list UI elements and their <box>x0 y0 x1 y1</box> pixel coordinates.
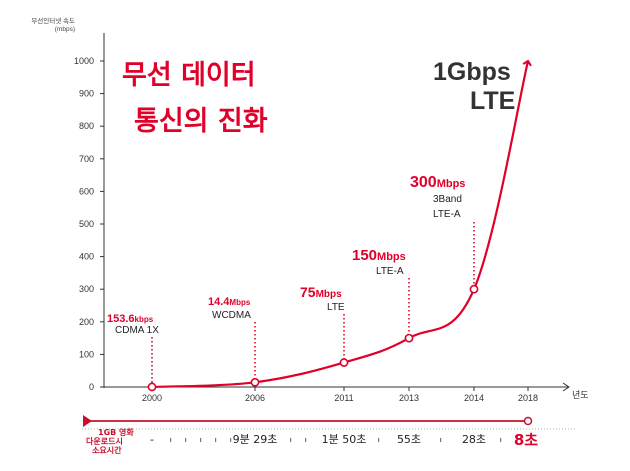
annotation-2018-line-1: 1Gbps <box>433 58 511 86</box>
timeline-separator-dot <box>440 438 442 442</box>
y-tick-label: 500 <box>79 219 94 229</box>
annotation-2000-tech: CDMA 1X <box>115 325 159 336</box>
annotation-2014-value: 300Mbps <box>410 174 465 191</box>
series-points <box>147 284 479 392</box>
annotation-2006-tech: WCDMA <box>212 310 251 321</box>
timeline-separator-dot <box>378 438 380 442</box>
y-tick-label: 0 <box>89 382 94 392</box>
x-tick-label: 2000 <box>142 393 162 403</box>
annotation-2013-value: 150Mbps <box>352 247 406 264</box>
annotation-2014-tech-line-1: 3Band <box>433 194 462 205</box>
annotation-2011-tech: LTE <box>327 302 345 313</box>
annotation-2013-tech: LTE-A <box>376 266 404 277</box>
timeline-separator-dot <box>500 438 502 442</box>
timeline-label-line-1: 1GB 영화 <box>98 427 134 437</box>
y-tick-label: 1000 <box>74 56 94 66</box>
download-time-2013: 55초 <box>397 433 421 446</box>
timeline-separator-dot <box>230 438 232 442</box>
data-point-2006 <box>250 377 260 387</box>
annotation-2014-tech-line-2: LTE-A <box>433 209 461 220</box>
data-point-2013 <box>404 333 414 343</box>
timeline-separator-dot <box>200 438 202 442</box>
timeline-end-marker <box>523 416 533 426</box>
series-line <box>151 59 532 389</box>
y-tick-label: 100 <box>79 349 94 359</box>
y-axis-label-line-1: 무선인터넷 속도 <box>31 16 75 25</box>
timeline-separator-dot <box>305 438 307 442</box>
y-tick-label: 400 <box>79 252 94 262</box>
timeline-dot-separators <box>170 438 502 442</box>
annotation-2006-value: 14.4Mbps <box>208 296 251 308</box>
x-tick-label: 2018 <box>518 393 538 403</box>
chart-title-line-2: 통신의 진화 <box>134 106 268 137</box>
y-ticks: 0 100 200 300 400 500 600 700 800 900 1000 <box>74 56 104 392</box>
x-ticks: 2000 2006 2011 2013 2014 2018 <box>142 387 538 403</box>
chart-title-line-1: 무선 데이터 <box>122 60 256 91</box>
annotation-2011-value: 75Mbps <box>300 284 342 300</box>
timeline-label-line-2: 다운로드시 <box>86 436 123 446</box>
dotted-guides <box>151 222 475 383</box>
download-time-2018: 8초 <box>514 431 538 449</box>
x-tick-label: 2006 <box>245 393 265 403</box>
y-tick-label: 200 <box>79 317 94 327</box>
data-point-2014 <box>469 284 479 294</box>
timeline-play-icon <box>83 415 92 427</box>
x-axis-label: 년도 <box>572 390 589 400</box>
timeline-separator-dot <box>185 438 187 442</box>
annotation-2000-value: 153.6kbps <box>107 313 154 325</box>
data-point-2011 <box>339 358 349 367</box>
download-time-2006: 9분 29초 <box>233 433 278 446</box>
download-time-2011: 1분 50초 <box>322 433 367 446</box>
y-tick-label: 300 <box>79 284 94 294</box>
timeline-separator-dot <box>215 438 217 442</box>
download-time-2014: 28초 <box>462 433 486 446</box>
x-tick-label: 2013 <box>399 393 419 403</box>
x-tick-label: 2014 <box>464 393 484 403</box>
y-tick-label: 800 <box>79 121 94 131</box>
y-tick-label: 900 <box>79 89 94 99</box>
annotation-2018-line-2: LTE <box>470 87 515 115</box>
y-tick-label: 700 <box>79 154 94 164</box>
timeline-separator-dot <box>170 438 172 442</box>
x-axis-arrow <box>562 382 570 392</box>
y-tick-label: 600 <box>79 186 94 196</box>
data-point-2000 <box>147 382 157 392</box>
x-tick-label: 2011 <box>334 393 353 403</box>
timeline-label-line-3: 소요시간 <box>92 445 122 455</box>
y-axis-label-line-2: (mbps) <box>55 26 75 33</box>
download-time-2000: - <box>150 433 154 446</box>
timeline-separator-dot <box>290 438 292 442</box>
